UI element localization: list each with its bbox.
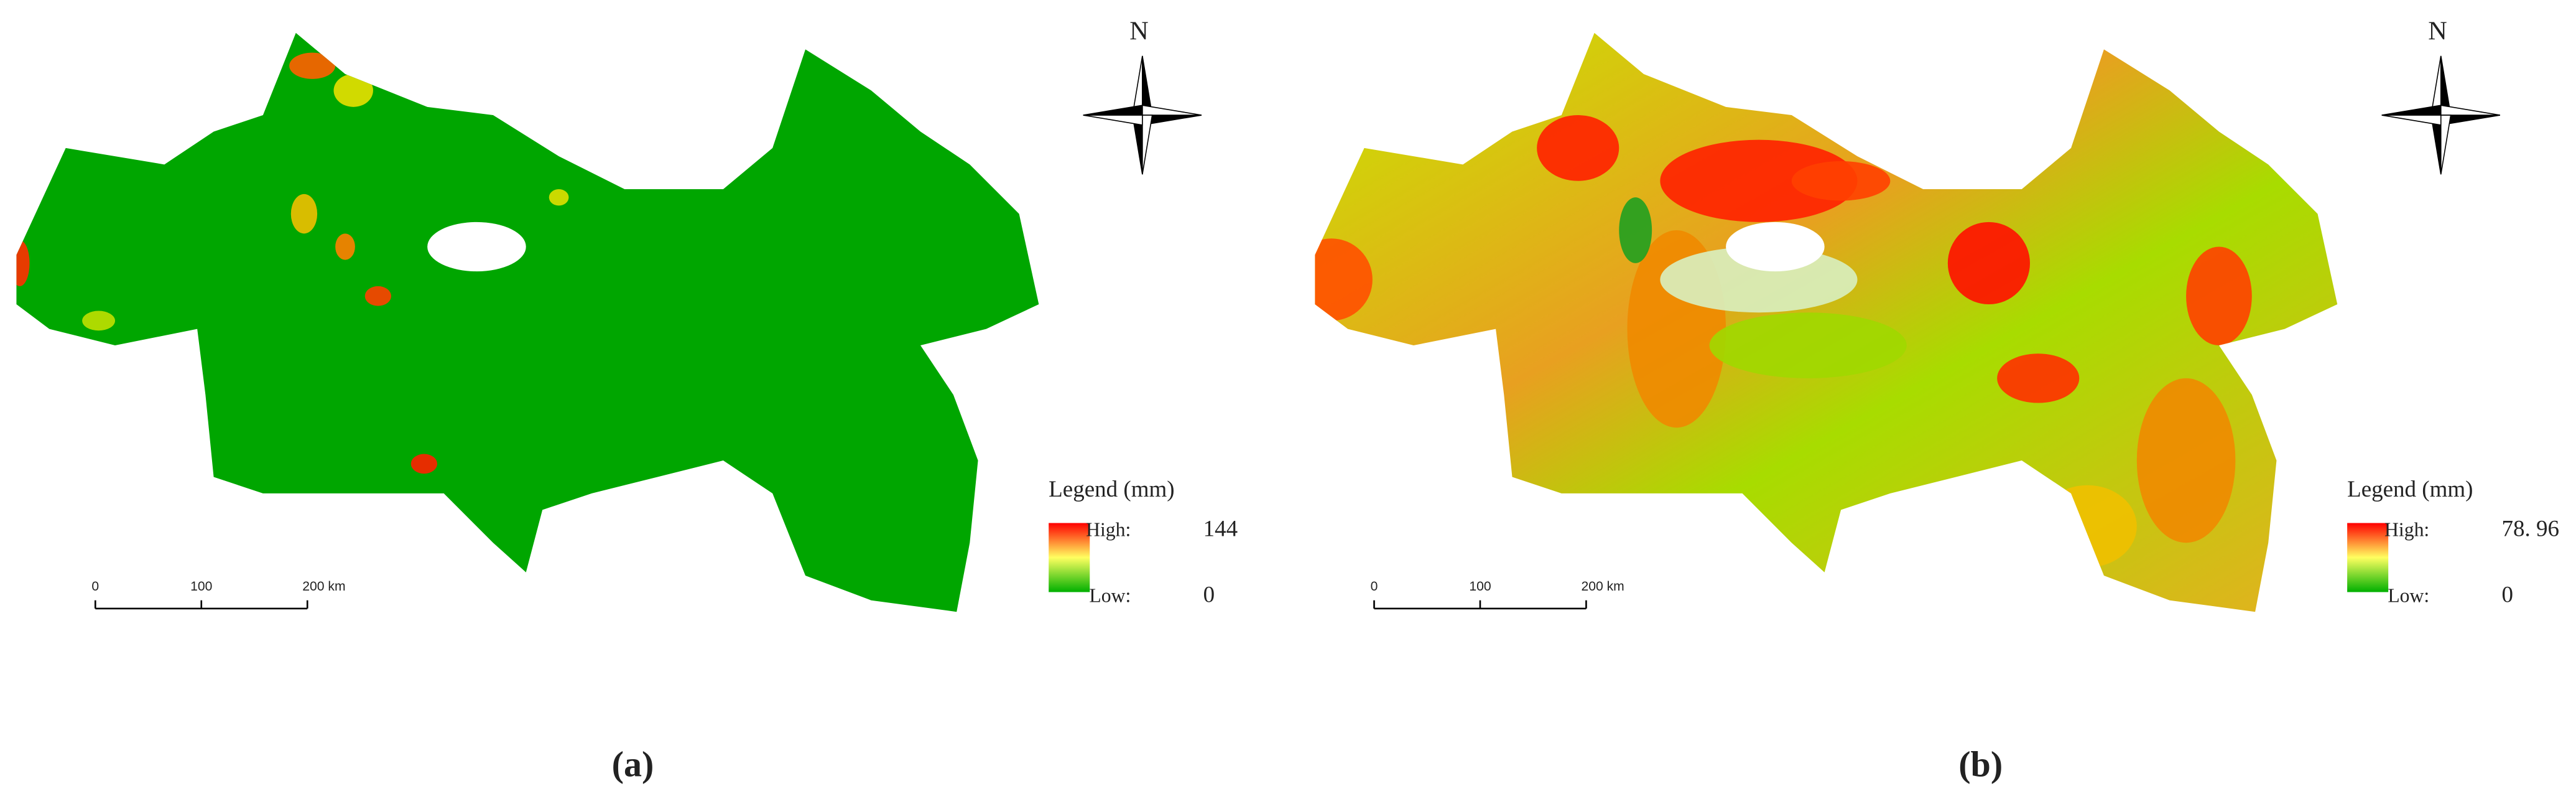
map-patch — [1947, 222, 2031, 304]
scale-label: 0 — [1371, 579, 1378, 594]
color-ramp — [2347, 523, 2389, 592]
map-patch — [1791, 161, 1891, 201]
map-detail — [1315, 115, 2252, 568]
scale-label: 200 km — [302, 579, 345, 594]
map — [16, 32, 1039, 612]
map-patch — [549, 189, 569, 206]
arrow-half — [2440, 105, 2501, 116]
arrow-half — [1083, 114, 1143, 126]
map-patch — [2186, 246, 2252, 346]
map-patch — [290, 194, 318, 234]
map-patch — [1660, 139, 1858, 222]
panel-label: (b) — [1958, 744, 2003, 784]
scale-label: 100 — [190, 579, 212, 594]
legend-low-value: 0 — [2502, 582, 2513, 607]
legend-title: Legend (mm) — [2347, 477, 2473, 502]
arrow-half — [1142, 105, 1202, 116]
map — [1315, 32, 2338, 612]
map-patch — [333, 73, 373, 107]
map-patch — [82, 311, 116, 331]
map-patch — [289, 52, 336, 79]
arrow-half — [2381, 105, 2442, 116]
map-detail — [16, 52, 569, 474]
region — [16, 32, 1039, 612]
snow-area — [427, 222, 526, 272]
legend-high-value: 78. 96 — [2502, 516, 2559, 542]
north-arrow — [2381, 55, 2501, 175]
panel: N Legend (mm) High: 78. 96 Low: 0 0 100 200 km (b… — [1315, 16, 2559, 784]
map-patch — [2038, 485, 2137, 568]
snow-area — [1726, 222, 1825, 272]
scale-label: 0 — [91, 579, 99, 594]
map-patch — [1537, 115, 1619, 181]
panel: N Legend (mm) High: 144 Low: 0 0 100 200 km (a) — [16, 16, 1238, 784]
legend-high-label: High: — [2384, 519, 2429, 541]
north-label: N — [1129, 16, 1149, 45]
north-arrow — [1083, 55, 1202, 175]
map-patch — [16, 240, 30, 286]
legend-low-label: Low: — [1089, 584, 1131, 606]
scale-label: 200 km — [1581, 579, 1624, 594]
arrow-half — [2440, 114, 2452, 175]
legend-low-value: 0 — [1203, 582, 1215, 607]
color-ramp — [1049, 523, 1090, 592]
legend-low-label: Low: — [2388, 584, 2429, 606]
map-patch — [335, 233, 355, 260]
arrow-half — [2381, 114, 2442, 126]
map-patch — [1619, 197, 1652, 263]
arrow-half — [1142, 114, 1153, 175]
north-label: N — [2428, 16, 2447, 45]
map-patch — [1997, 353, 2080, 403]
map-patch — [410, 454, 438, 474]
map-patch — [1709, 312, 1907, 378]
legend-high-label: High: — [1086, 519, 1131, 541]
legend-high-value: 144 — [1203, 516, 1238, 542]
map-patch — [1315, 238, 1373, 321]
scale-label: 100 — [1469, 579, 1491, 594]
panel-label: (a) — [612, 744, 654, 784]
arrow-half — [1083, 105, 1143, 116]
legend-title: Legend (mm) — [1049, 477, 1174, 502]
map-patch — [364, 286, 392, 306]
map-patch — [2136, 378, 2236, 543]
